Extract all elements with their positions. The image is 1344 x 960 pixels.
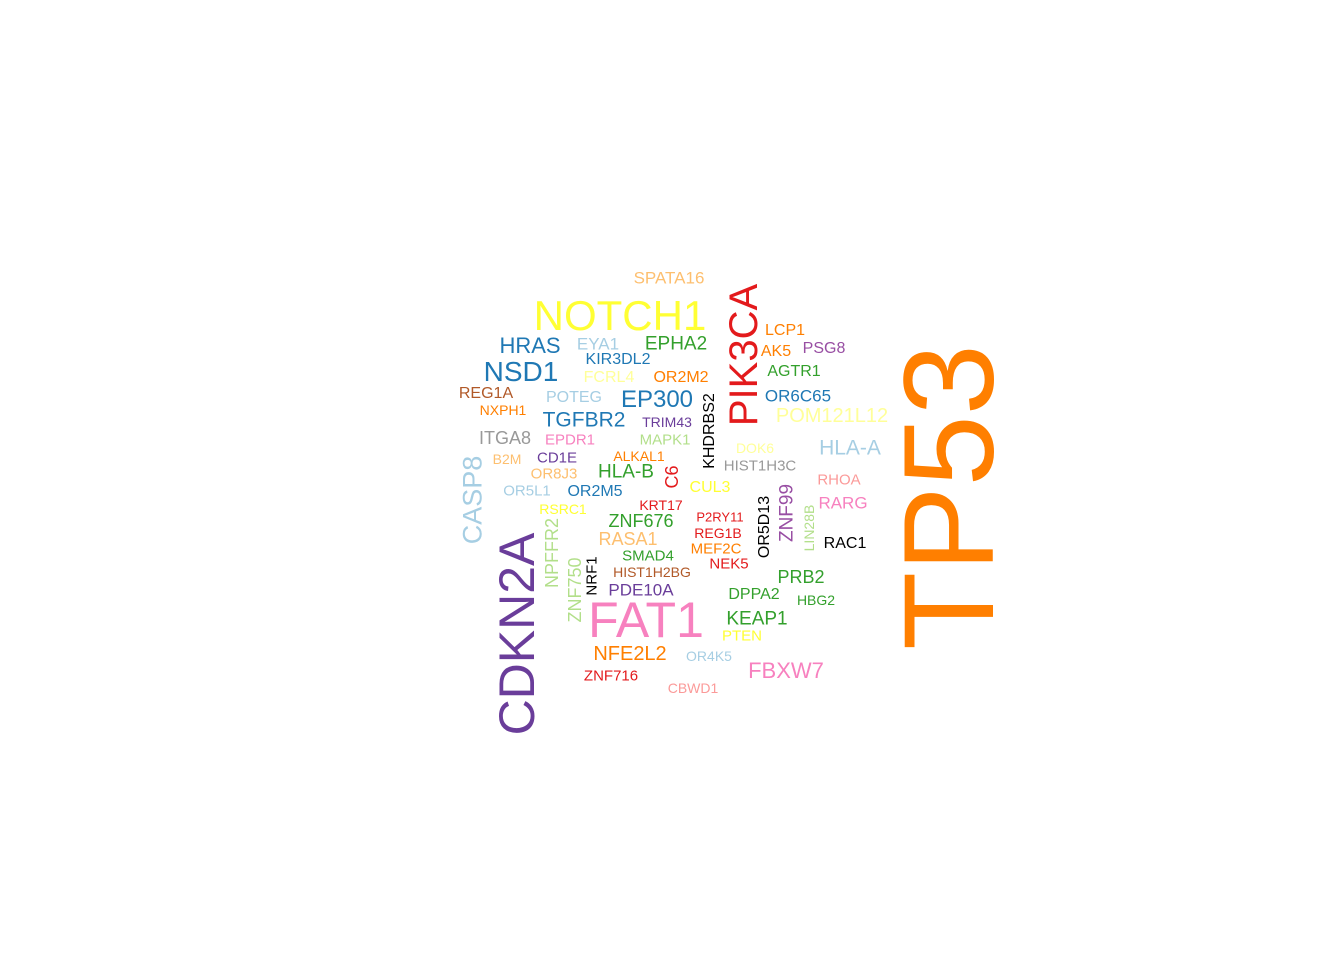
word-mapk1: MAPK1 (639, 431, 691, 449)
word-nxph1: NXPH1 (479, 402, 527, 418)
word-or8j3: OR8J3 (530, 465, 578, 483)
word-tgfbr2: TGFBR2 (542, 408, 626, 432)
word-or2m5: OR2M5 (567, 483, 623, 500)
word-or5d13: OR5D13 (756, 495, 773, 559)
word-cd1e: CD1E (536, 449, 578, 467)
word-trim43: TRIM43 (642, 414, 692, 430)
word-casp8: CASP8 (457, 455, 488, 545)
word-reg1a: REG1A (458, 385, 514, 402)
word-kir3dl2: KIR3DL2 (585, 351, 651, 368)
word-khdrbs2: KHDRBS2 (701, 393, 718, 469)
word-alkal1: ALKAL1 (613, 448, 665, 464)
word-poteg: POTEG (545, 389, 603, 406)
word-cbwd1: CBWD1 (667, 680, 719, 696)
word-c6: C6 (662, 465, 682, 489)
word-znf716: ZNF716 (583, 667, 639, 685)
word-hist1h3c: HIST1H3C (723, 457, 797, 475)
word-pten: PTEN (721, 627, 763, 645)
word-eya1: EYA1 (576, 334, 620, 354)
word-cdkn2a: CDKN2A (489, 532, 545, 736)
word-cul3: CUL3 (689, 479, 731, 496)
word-spata16: SPATA16 (633, 268, 705, 288)
word-reg1b: REG1B (694, 525, 742, 541)
word-hras: HRAS (499, 333, 561, 358)
word-nfe2l2: NFE2L2 (593, 643, 667, 665)
word-pik3ca: PIK3CA (722, 283, 766, 427)
word-znf99: ZNF99 (776, 483, 798, 543)
word-rsrc1: RSRC1 (539, 501, 587, 517)
word-fcrl4: FCRL4 (583, 369, 635, 386)
word-krt17: KRT17 (639, 497, 683, 513)
word-pom121l12: POM121L12 (775, 405, 889, 427)
word-dppa2: DPPA2 (728, 586, 780, 603)
word-or4k5: OR4K5 (686, 648, 732, 664)
word-hla-b: HLA-B (598, 461, 654, 483)
word-nek5: NEK5 (709, 555, 749, 573)
word-mef2c: MEF2C (690, 540, 742, 558)
word-fbxw7: FBXW7 (748, 658, 824, 683)
word-notch1: NOTCH1 (533, 292, 707, 339)
word-smad4: SMAD4 (622, 547, 674, 565)
word-hist1h2bg: HIST1H2BG (613, 564, 691, 580)
word-lcp1: LCP1 (764, 322, 806, 339)
word-p2ry11: P2RY11 (696, 509, 744, 525)
word-itga8: ITGA8 (478, 428, 532, 448)
word-znf676: ZNF676 (608, 511, 674, 531)
word-psg8: PSG8 (802, 340, 846, 357)
word-fat1: FAT1 (588, 592, 704, 648)
word-epdr1: EPDR1 (544, 431, 596, 449)
word-lin28b: LIN28B (801, 504, 817, 552)
word-hbg2: HBG2 (796, 592, 836, 608)
word-znf750: ZNF750 (565, 557, 585, 623)
word-or2m2: OR2M2 (653, 369, 709, 386)
word-hla-a: HLA-A (819, 436, 881, 460)
word-agtr1: AGTR1 (767, 363, 821, 380)
word-epha2: EPHA2 (644, 333, 708, 355)
word-or6c65: OR6C65 (764, 386, 832, 406)
word-pde10a: PDE10A (608, 580, 674, 600)
word-nrf1: NRF1 (583, 556, 601, 596)
word-b2m: B2M (492, 451, 522, 467)
word-or5l1: OR5L1 (503, 482, 551, 500)
word-tp53: TP53 (878, 344, 1021, 650)
word-nsd1: NSD1 (483, 356, 559, 387)
word-keap1: KEAP1 (726, 608, 788, 630)
word-rhoa: RHOA (817, 471, 861, 489)
word-rasa1: RASA1 (598, 529, 658, 549)
word-prb2: PRB2 (777, 567, 825, 587)
word-rac1: RAC1 (823, 535, 867, 552)
word-ep300: EP300 (620, 386, 694, 413)
word-rarg: RARG (818, 493, 868, 513)
word-npffr2: NPFFR2 (542, 517, 562, 589)
word-dok6: DOK6 (735, 440, 775, 456)
word-ak5: AK5 (760, 343, 792, 360)
